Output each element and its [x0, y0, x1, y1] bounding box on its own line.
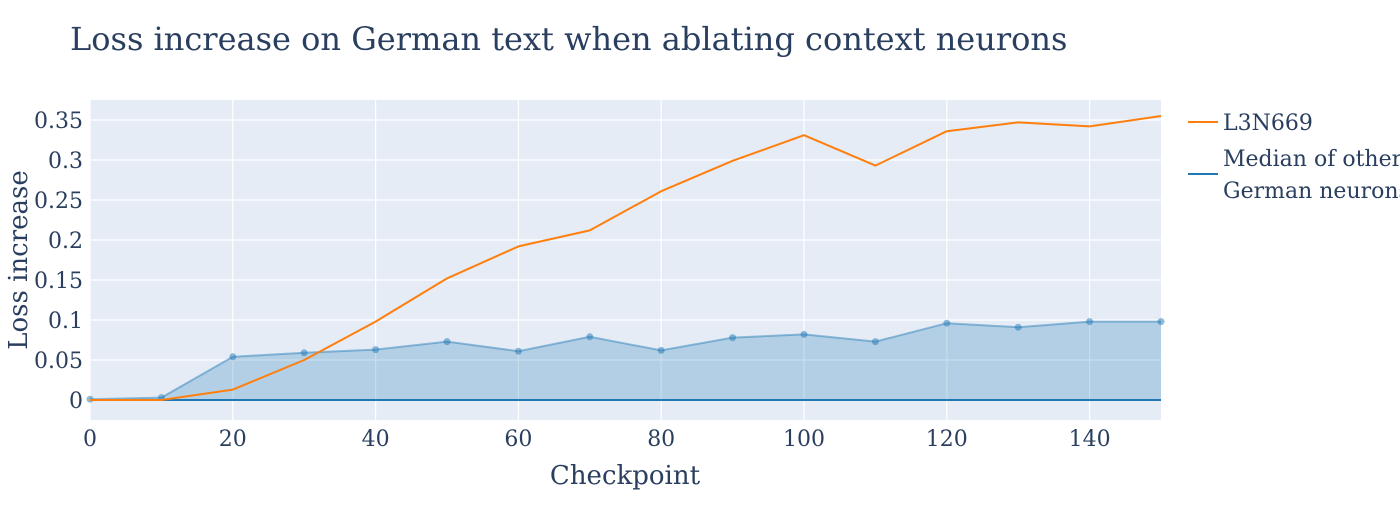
plot-background — [90, 100, 1161, 420]
band-point — [657, 346, 665, 354]
x-tick-label: 60 — [504, 427, 532, 452]
y-tick-label: 0.05 — [34, 349, 83, 374]
band-point — [800, 330, 808, 338]
band-point — [1014, 323, 1022, 331]
band-point — [372, 346, 380, 354]
band-point — [300, 349, 308, 357]
band-point — [943, 319, 951, 327]
band-upper-line — [89, 320, 1161, 401]
x-tick-label: 80 — [647, 427, 675, 452]
series-layer — [90, 115, 1162, 401]
band-point — [586, 333, 594, 341]
x-tick-label: 20 — [219, 427, 247, 452]
band-area — [90, 321, 1161, 400]
x-tick-label: 140 — [1069, 427, 1111, 452]
band-point — [229, 353, 237, 361]
y-tick-label: 0.3 — [48, 149, 83, 174]
x-axis-title: Checkpoint — [550, 461, 701, 491]
band-point — [443, 338, 451, 346]
series-line — [90, 115, 1162, 401]
x-tick-label: 100 — [783, 427, 825, 452]
band-point — [514, 347, 522, 355]
legend-label: L3N669 — [1223, 111, 1313, 136]
legend-label: German neurons — [1223, 179, 1400, 204]
band-point — [1086, 318, 1094, 326]
legend: L3N669 Median of other German neurons — [1188, 111, 1400, 204]
y-tick-label: 0.25 — [34, 189, 83, 214]
y-tick-label: 0.15 — [34, 269, 83, 294]
y-tick-label: 0.35 — [34, 109, 83, 134]
x-tick-label: 120 — [926, 427, 968, 452]
chart-title: Loss increase on German text when ablati… — [70, 20, 1067, 58]
x-tick-label: 0 — [83, 427, 97, 452]
y-tick-label: 0 — [69, 389, 83, 414]
y-tick-label: 0.1 — [48, 309, 83, 334]
band-point — [1157, 318, 1165, 326]
y-axis-title: Loss increase — [4, 170, 34, 350]
band-point — [729, 334, 737, 342]
y-tick-label: 0.2 — [48, 229, 83, 254]
legend-label: Median of other — [1223, 147, 1400, 172]
x-axis-ticks: 0 20 40 60 80 100 120 140 — [83, 427, 1111, 452]
x-tick-label: 40 — [362, 427, 390, 452]
band-point — [871, 338, 879, 346]
y-axis-ticks: 0 0.05 0.1 0.15 0.2 0.25 0.3 0.35 — [34, 109, 83, 414]
